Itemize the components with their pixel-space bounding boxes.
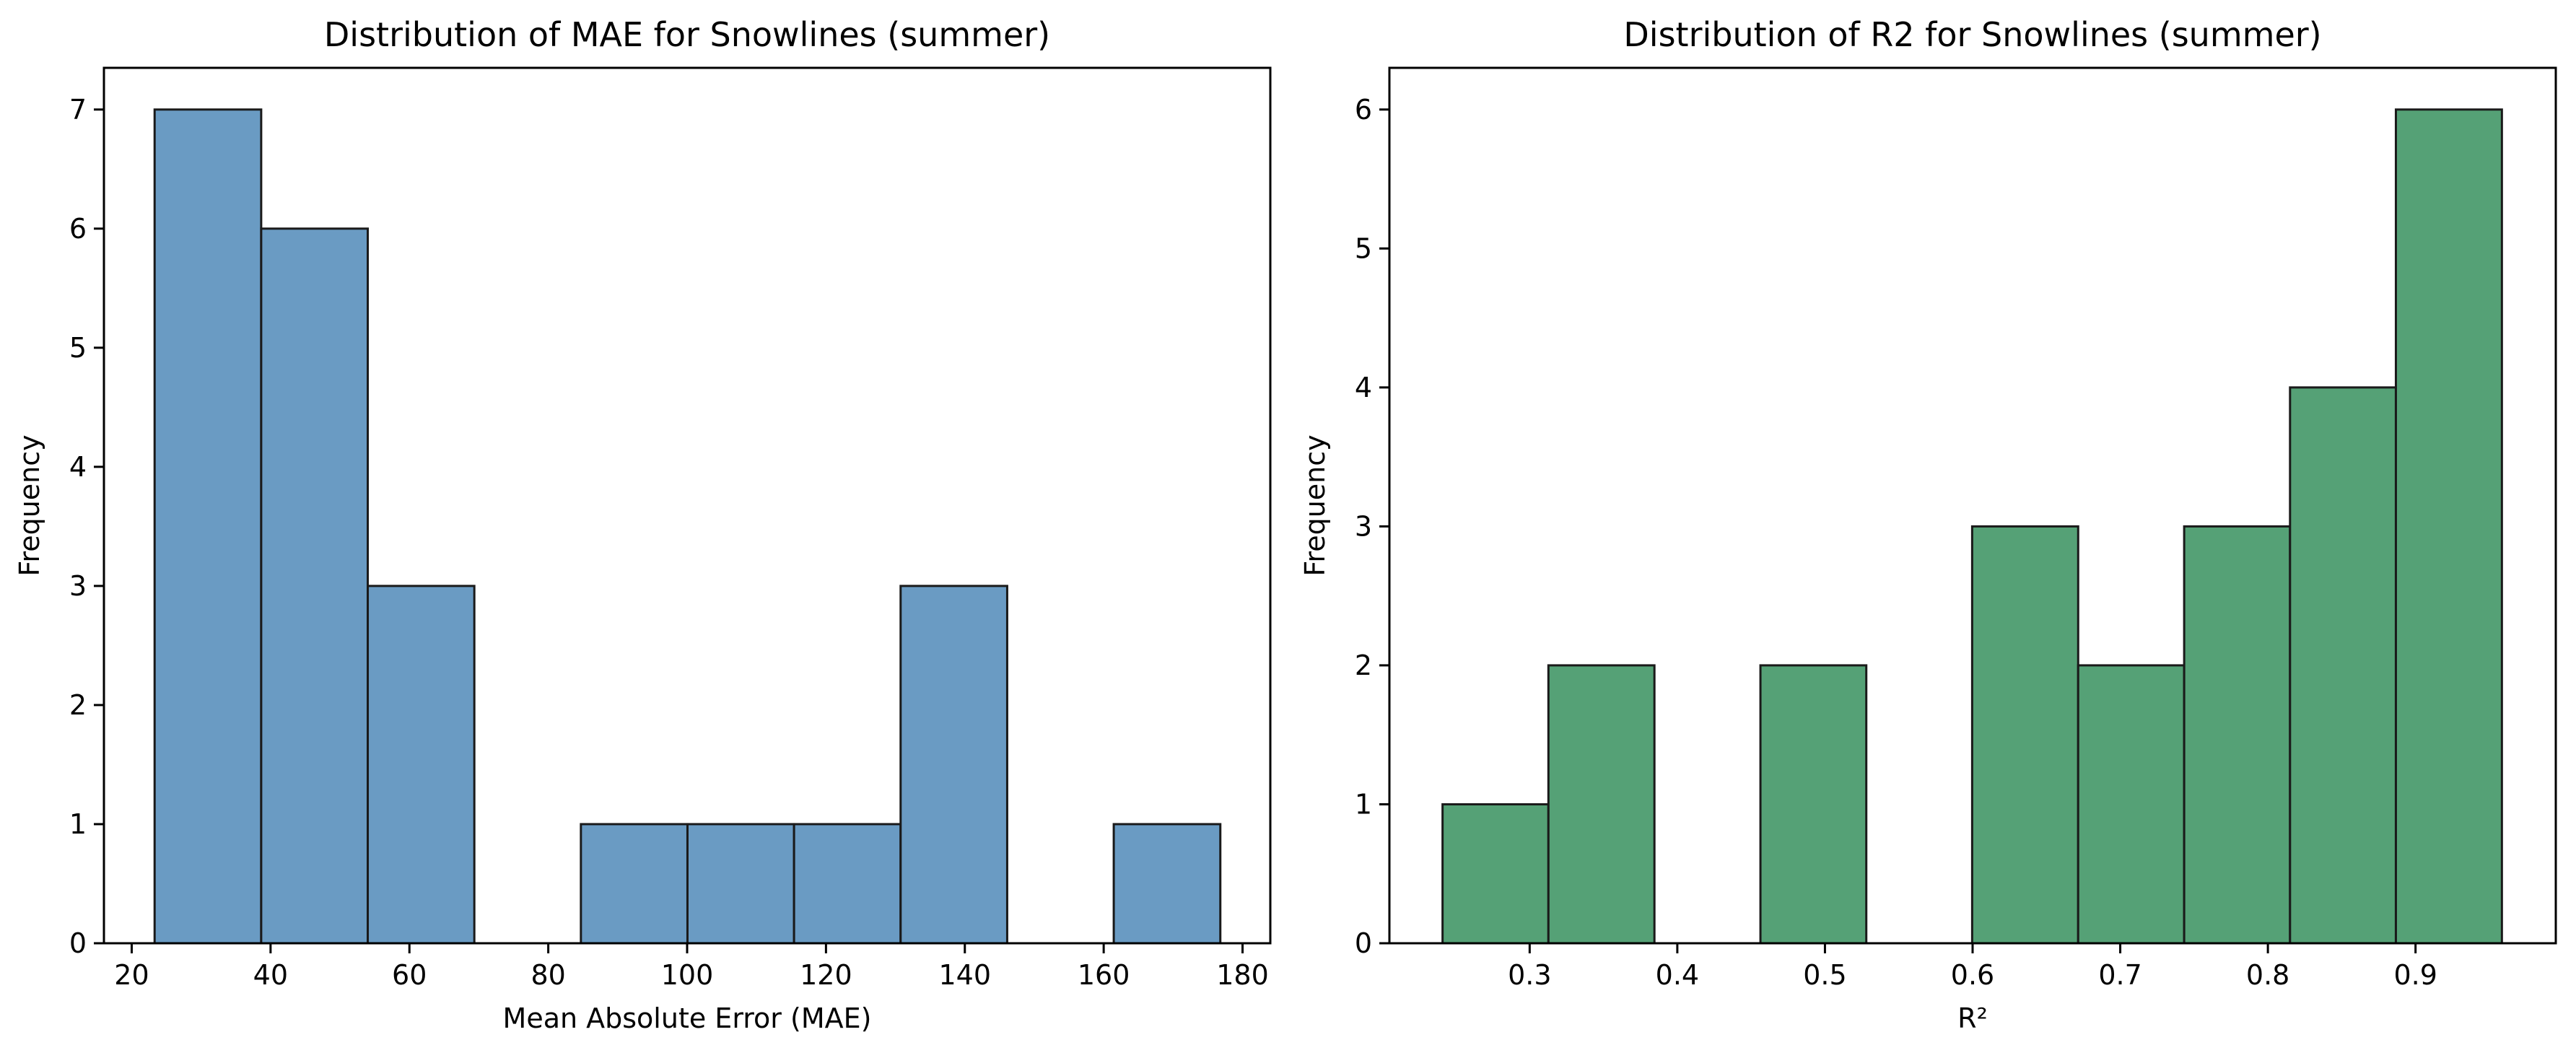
r2-bar-5: [1970, 525, 2079, 945]
mae-y-tick-label: 1: [69, 808, 87, 840]
r2-y-tick-label: 0: [1355, 927, 1372, 959]
mae-bar-9: [1112, 823, 1222, 945]
r2-bar-6: [2077, 664, 2186, 945]
mae-bar-4: [580, 823, 689, 945]
mae-bar-1: [260, 227, 370, 945]
mae-x-axis-label: Mean Absolute Error (MAE): [503, 1002, 872, 1034]
chart-mae-histogram: 0 1 2 3 4 5 6 7 20 40 60 80 100 120 140 160 180 Distrib…: [14, 15, 1272, 1034]
mae-chart-title: Distribution of MAE for Snowlines (summe…: [324, 15, 1050, 54]
r2-y-tick-label: 1: [1355, 788, 1372, 820]
r2-bar-8: [2289, 386, 2397, 945]
r2-y-tick-label: 4: [1355, 372, 1372, 403]
mae-y-ticks: 0 1 2 3 4 5 6 7: [69, 94, 104, 959]
r2-y-tick-label: 6: [1355, 94, 1372, 126]
r2-x-tick-label: 0.5: [1803, 959, 1846, 991]
r2-x-tick-label: 0.4: [1656, 959, 1699, 991]
r2-bar-1: [1547, 664, 1656, 945]
r2-y-ticks: 0 1 2 3 4 5 6: [1355, 94, 1389, 959]
r2-x-ticks: 0.3 0.4 0.5 0.6 0.7 0.8 0.9: [1508, 943, 2437, 991]
mae-x-tick-label: 100: [661, 959, 714, 991]
mae-y-tick-label: 3: [69, 570, 87, 602]
r2-bar-7: [2183, 525, 2292, 945]
r2-y-tick-label: 5: [1355, 232, 1372, 264]
r2-x-tick-label: 0.9: [2393, 959, 2437, 991]
mae-x-ticks: 20 40 60 80 100 120 140 160 180: [114, 943, 1269, 991]
mae-bar-6: [793, 823, 902, 945]
chart-r2-histogram: 0 1 2 3 4 5 6 0.3 0.4 0.5 0.6 0.7 0.8 0.9 Distributi…: [1299, 15, 2557, 1034]
mae-y-tick-label: 4: [69, 451, 87, 483]
mae-y-tick-label: 6: [69, 213, 87, 245]
mae-x-tick-label: 60: [392, 959, 427, 991]
mae-y-tick-label: 0: [69, 927, 87, 959]
mae-bar-0: [153, 108, 263, 945]
mae-x-tick-label: 40: [253, 959, 288, 991]
mae-x-tick-label: 80: [531, 959, 565, 991]
r2-bars: [1441, 108, 2503, 945]
r2-y-tick-label: 3: [1355, 510, 1372, 542]
r2-x-axis-label: R²: [1957, 1002, 1988, 1034]
r2-y-axis-label: Frequency: [1299, 434, 1331, 576]
r2-x-tick-label: 0.6: [1951, 959, 1994, 991]
mae-y-tick-label: 5: [69, 332, 87, 364]
mae-bar-2: [367, 585, 476, 945]
mae-x-tick-label: 160: [1078, 959, 1130, 991]
mae-x-tick-label: 120: [800, 959, 852, 991]
mae-y-axis-label: Frequency: [14, 434, 45, 576]
r2-x-tick-label: 0.3: [1508, 959, 1551, 991]
mae-x-tick-label: 20: [114, 959, 149, 991]
r2-x-tick-label: 0.7: [2098, 959, 2141, 991]
mae-x-tick-label: 180: [1216, 959, 1269, 991]
r2-bar-0: [1441, 803, 1550, 945]
r2-x-tick-label: 0.8: [2246, 959, 2289, 991]
r2-bar-9: [2394, 108, 2503, 945]
mae-y-tick-label: 2: [69, 689, 87, 721]
mae-y-tick-label: 7: [69, 94, 87, 126]
r2-chart-title: Distribution of R2 for Snowlines (summer…: [1623, 15, 2321, 54]
mae-bars: [153, 108, 1222, 945]
r2-bar-3: [1759, 664, 1868, 945]
r2-y-tick-label: 2: [1355, 650, 1372, 681]
mae-bar-5: [686, 823, 795, 945]
mae-bar-7: [899, 585, 1008, 945]
mae-x-tick-label: 140: [938, 959, 991, 991]
